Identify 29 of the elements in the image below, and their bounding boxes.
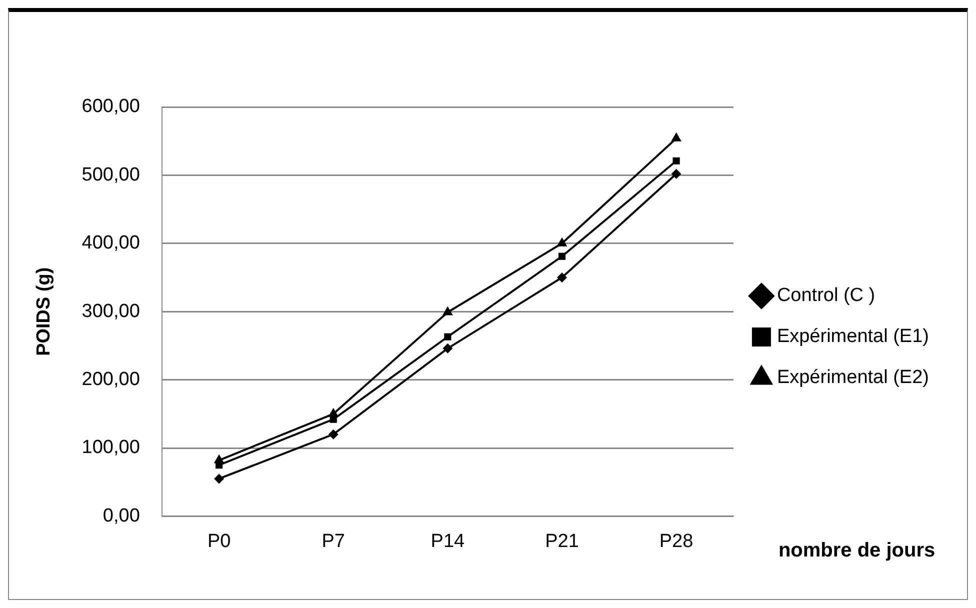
y-tick-label: 200,00	[82, 369, 140, 390]
y-tick-label: 400,00	[82, 232, 140, 254]
point	[556, 237, 568, 246]
x-tick-label: P7	[322, 530, 345, 552]
point	[558, 252, 566, 260]
point	[442, 343, 453, 354]
y-tick-label: 300,00	[82, 300, 140, 322]
point	[214, 474, 224, 484]
point	[442, 306, 453, 316]
point	[330, 416, 337, 423]
x-tick-label: P21	[545, 530, 579, 552]
point	[328, 429, 338, 440]
legend-label: Control (C )	[776, 285, 876, 306]
x-axis-title: nombre de jours	[778, 540, 936, 562]
point	[671, 168, 682, 179]
point	[671, 132, 682, 142]
y-tick-label: 500,00	[82, 164, 140, 186]
y-tick-label: 0,00	[102, 505, 140, 526]
y-tick-label: 100,00	[82, 437, 140, 458]
legend-label: Expérimental (E2)	[776, 367, 930, 388]
point	[444, 333, 452, 340]
point	[672, 157, 680, 164]
legend-label: Expérimental (E1)	[776, 326, 930, 348]
point	[556, 272, 567, 282]
y-axis-title: POIDS (g)	[34, 267, 55, 356]
x-tick-label: P28	[659, 530, 694, 552]
x-tick-label: P14	[430, 530, 466, 552]
x-tick-label: P0	[207, 530, 231, 552]
y-tick-label: 600,00	[82, 96, 140, 118]
